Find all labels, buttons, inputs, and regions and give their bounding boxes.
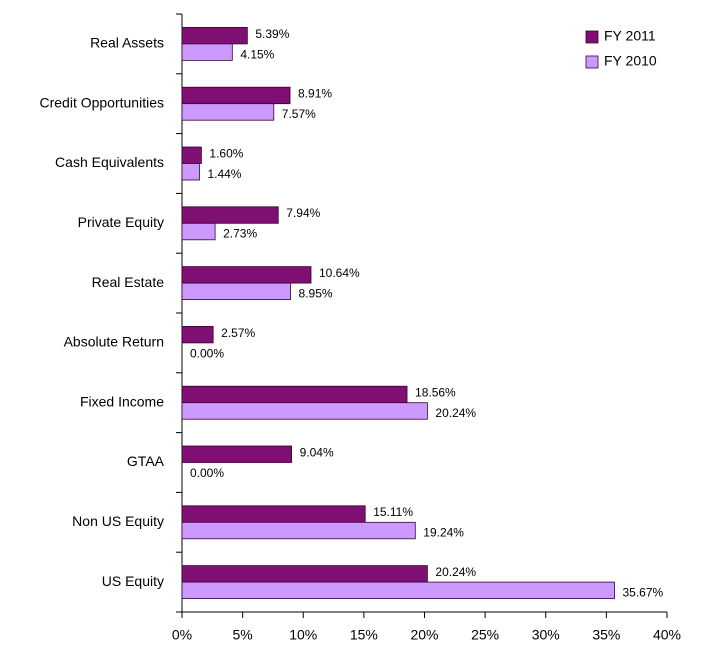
data-label: 0.00% (190, 466, 224, 480)
category-label: Fixed Income (80, 393, 164, 409)
data-label: 35.67% (622, 586, 663, 600)
category-label: Absolute Return (64, 334, 164, 350)
data-label: 15.11% (373, 505, 413, 519)
category-label: Cash Equivalents (55, 154, 164, 170)
bar (181, 581, 615, 599)
data-label: 2.57% (221, 326, 255, 340)
x-tick-label: 30% (532, 627, 560, 643)
bar (181, 26, 248, 45)
x-tick-label: 40% (653, 627, 681, 643)
data-label: 9.04% (300, 445, 334, 459)
data-label: 8.91% (298, 87, 332, 101)
category-label: US Equity (102, 573, 164, 589)
bar (181, 43, 233, 61)
bar (181, 206, 279, 224)
legend-label: FY 2011 (604, 28, 656, 44)
x-tick-label: 10% (289, 627, 317, 643)
bar (181, 325, 214, 344)
category-label: Credit Opportunities (39, 94, 164, 110)
category-label: Private Equity (78, 214, 164, 230)
data-label: 4.15% (240, 47, 274, 61)
x-tick-label: 15% (350, 627, 378, 643)
data-label: 18.56% (415, 386, 456, 400)
legend-swatch (585, 55, 599, 69)
category-label: Real Assets (90, 35, 164, 51)
data-label: 1.60% (209, 146, 243, 160)
data-label: 7.57% (282, 107, 316, 121)
x-tick-label: 5% (233, 627, 253, 643)
data-label: 0.00% (190, 346, 224, 360)
data-label: 10.64% (319, 266, 360, 280)
bar (181, 282, 291, 301)
data-label: 5.39% (255, 27, 289, 41)
bar (181, 445, 293, 463)
x-tick-label: 0% (172, 627, 192, 643)
legend-swatch (585, 30, 599, 44)
x-tick-label: 35% (592, 627, 620, 643)
data-label: 20.24% (435, 565, 476, 579)
bar (181, 266, 312, 284)
legend-label: FY 2010 (604, 53, 657, 69)
data-label: 8.95% (299, 287, 333, 301)
bar (181, 521, 416, 540)
bar (181, 505, 366, 523)
bar (181, 222, 216, 241)
data-label: 1.44% (207, 167, 241, 181)
data-label: 7.94% (286, 206, 320, 220)
bar (181, 86, 291, 105)
category-label: Non US Equity (72, 513, 164, 529)
data-label: 19.24% (423, 526, 464, 540)
bar (181, 163, 200, 181)
data-label: 2.73% (223, 227, 257, 241)
bar (181, 402, 428, 420)
x-tick-label: 20% (410, 627, 438, 643)
category-label: GTAA (127, 453, 165, 469)
bar (181, 103, 275, 121)
data-label: 20.24% (435, 406, 476, 420)
category-label: Real Estate (92, 274, 165, 290)
bar (181, 565, 428, 583)
bar (181, 146, 202, 164)
bar (181, 385, 408, 404)
x-tick-label: 25% (471, 627, 499, 643)
